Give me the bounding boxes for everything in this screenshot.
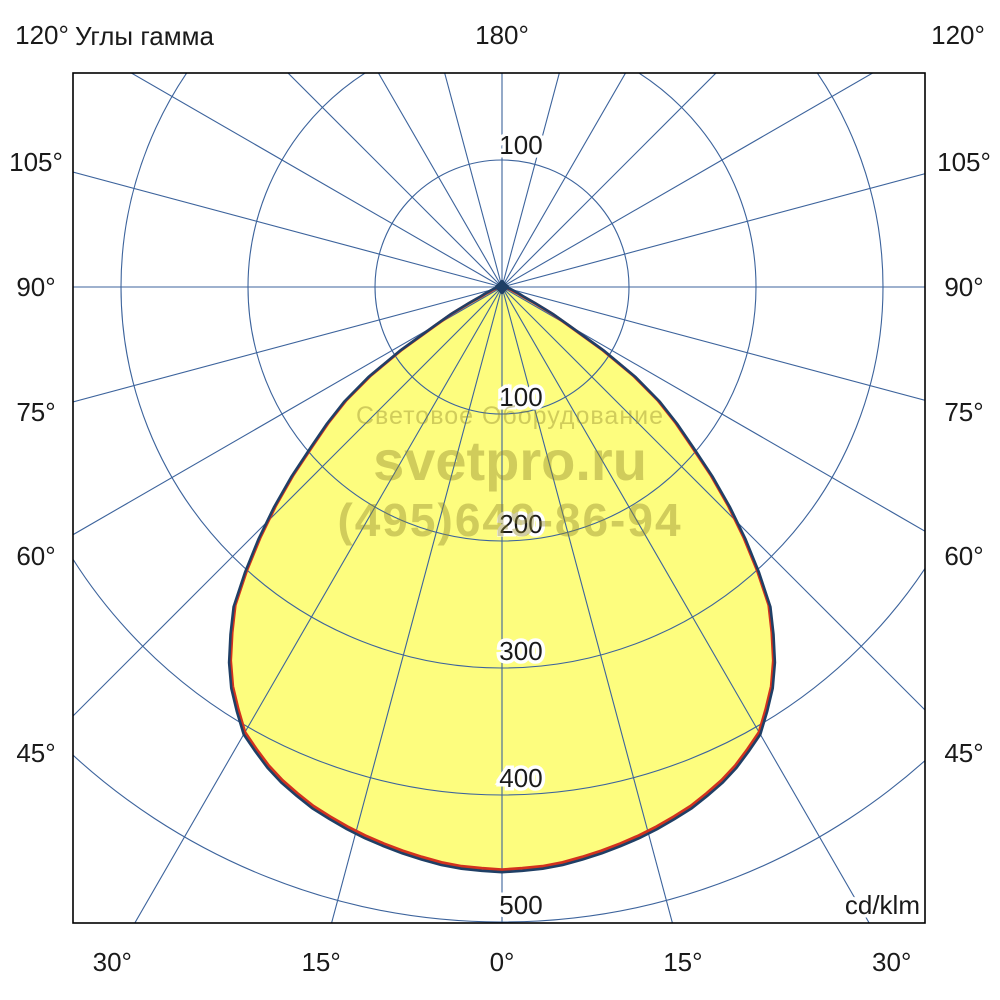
gamma-tick-label-left: 75° [16, 397, 55, 427]
radial-tick-label: 400 [499, 763, 542, 793]
radial-line [501, 286, 673, 923]
radial-line [444, 73, 503, 288]
radial-line [130, 73, 503, 288]
gamma-tick-label-left: 90° [16, 272, 55, 302]
radial-line [73, 286, 503, 403]
radial-line [501, 73, 560, 288]
radial-line [501, 286, 925, 711]
plot-frame [72, 72, 926, 924]
radial-line [501, 286, 925, 401]
gamma-tick-label-bottom: 30° [872, 947, 911, 977]
radial-line [73, 286, 503, 717]
radial-line [501, 286, 870, 923]
radial-line [501, 286, 925, 532]
radial-line [501, 73, 874, 288]
radial-line [73, 171, 503, 288]
radial-line [377, 73, 503, 288]
gamma-tick-label-right: 75° [944, 397, 983, 427]
radial-tick-label: 500 [499, 890, 542, 920]
gamma-tick-label-bottom: 0° [490, 947, 515, 977]
gamma-tick-label-left: 105° [9, 147, 63, 177]
radial-tick-label-upper: 100 [499, 130, 542, 160]
axis-labels: 120° 180° 120° 105° 105° 90° 90° 75° 75° 60° 60° 45… [9, 20, 991, 977]
gamma-tick-label-bottom: 15° [663, 947, 702, 977]
radial-line [331, 286, 503, 923]
radial-line [501, 173, 925, 288]
radial-line [73, 286, 503, 536]
radial-line [501, 73, 717, 288]
unit-label: cd/klm [845, 890, 920, 920]
gamma-tick-label-right: 105° [937, 147, 991, 177]
radial-line [134, 286, 503, 923]
gamma-tick-label-top-left: 120° [15, 20, 69, 50]
radial-line [287, 73, 503, 288]
page-title: Углы гамма [75, 21, 214, 51]
radial-tick-label: 300 [499, 636, 542, 666]
gamma-tick-label-top-right: 120° [931, 20, 985, 50]
gamma-tick-label-right: 60° [944, 541, 983, 571]
radial-tick-label: 200 [499, 509, 542, 539]
radial-tick-label: 100 [499, 382, 542, 412]
gamma-tick-label-right: 45° [944, 738, 983, 768]
gamma-tick-label-bottom: 30° [93, 947, 132, 977]
gamma-tick-label-left: 60° [16, 541, 55, 571]
gamma-tick-label-top-center: 180° [475, 20, 529, 50]
intensity-curve-c90-c270 [227, 285, 777, 874]
gamma-tick-label-right: 90° [944, 272, 983, 302]
radial-line [501, 73, 627, 288]
gamma-tick-label-bottom: 15° [301, 947, 340, 977]
gamma-tick-label-left: 45° [16, 738, 55, 768]
